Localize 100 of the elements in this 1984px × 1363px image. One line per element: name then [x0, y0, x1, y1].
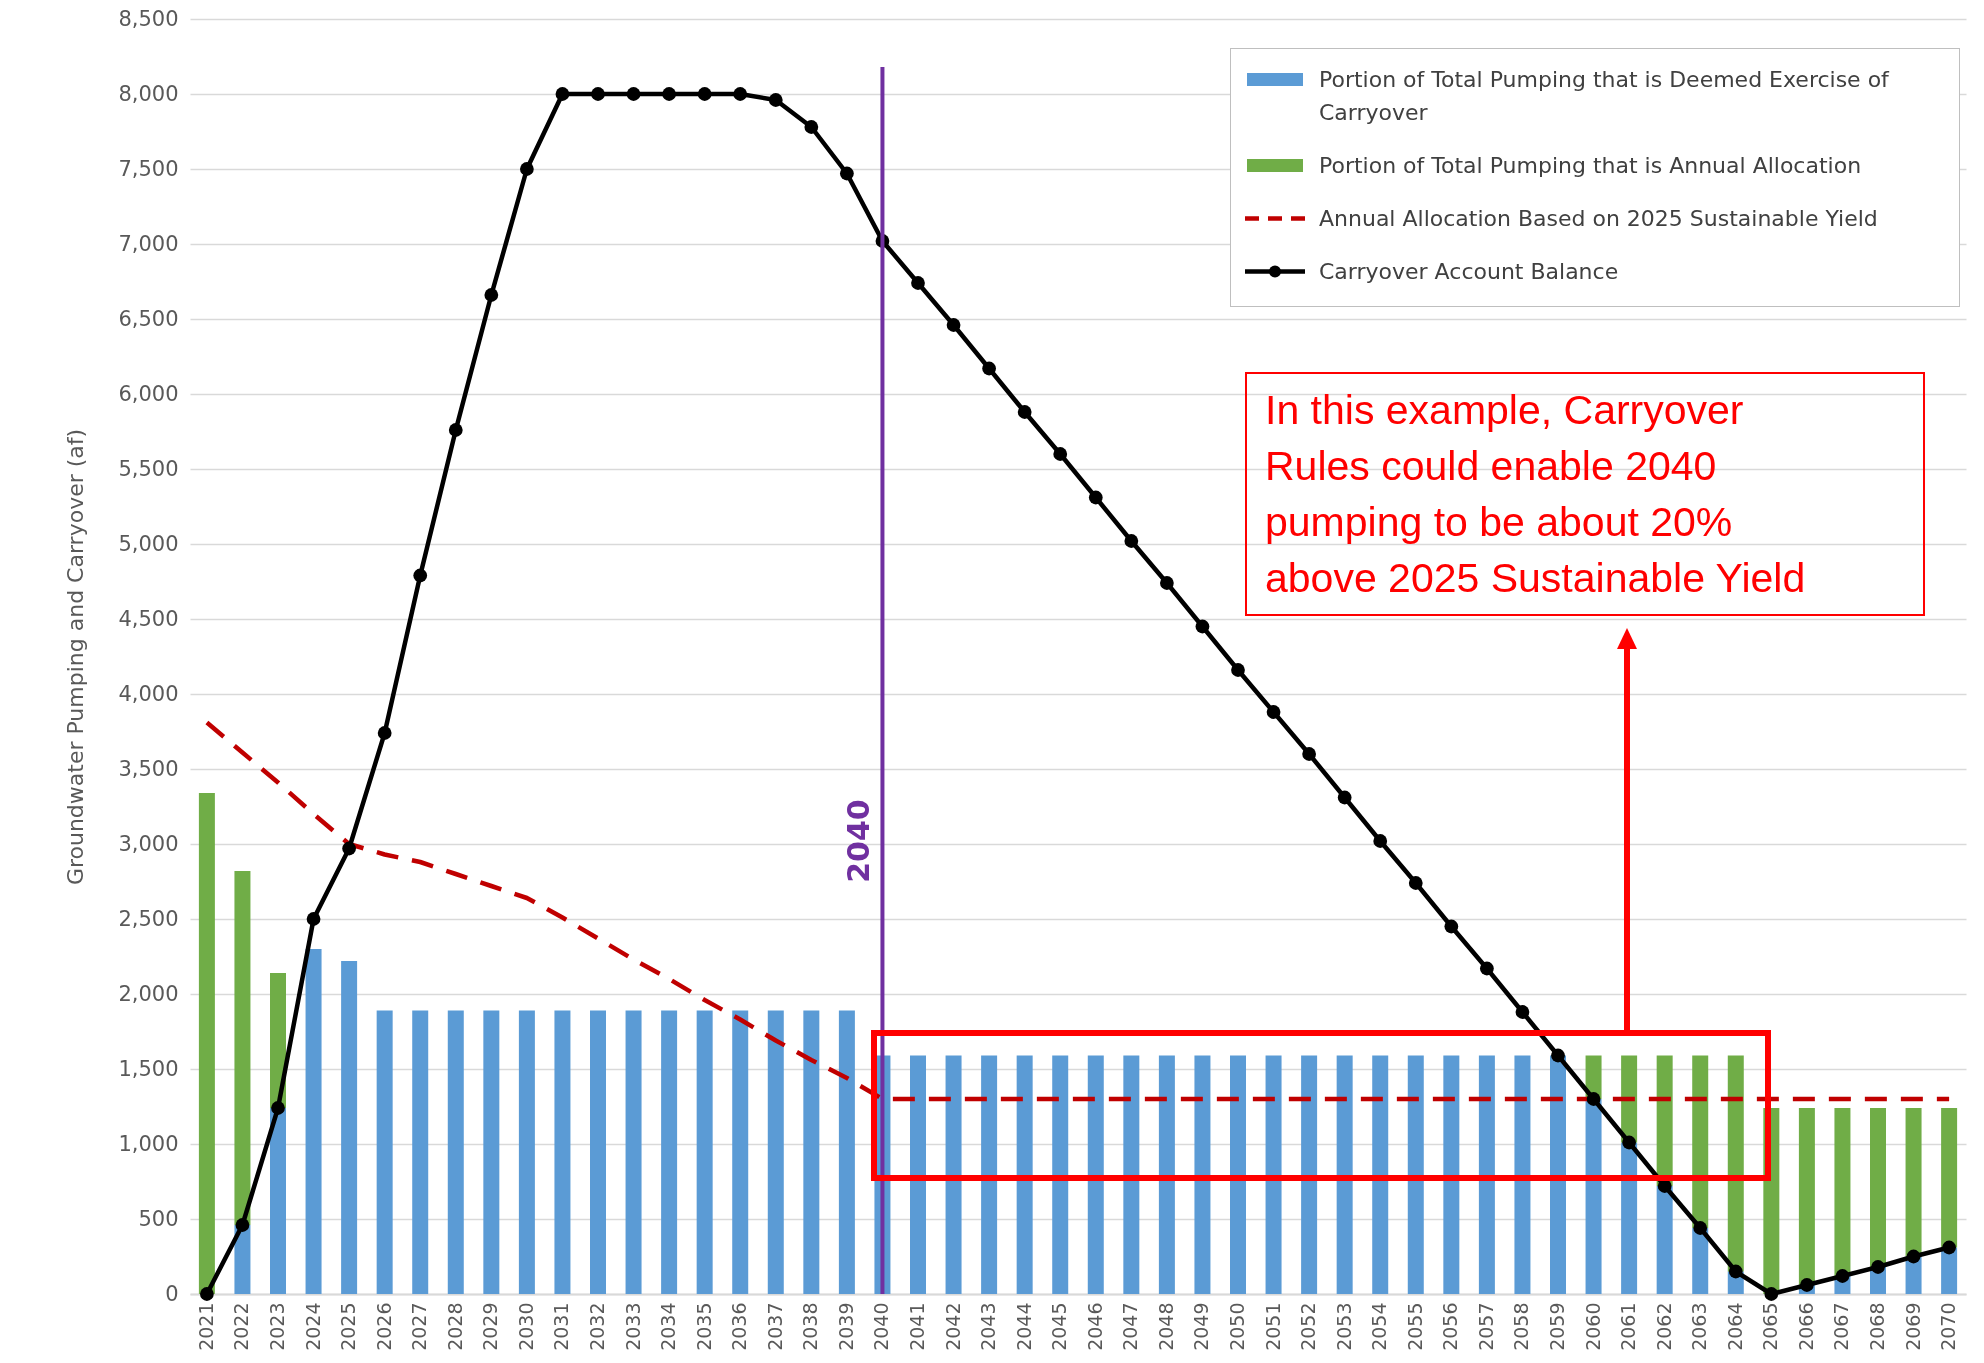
bar — [305, 949, 322, 1294]
y-tick-label: 1,000 — [118, 1131, 179, 1156]
x-tick-label: 2056 — [1439, 1302, 1462, 1351]
point — [1231, 663, 1245, 677]
x-tick-label: 2070 — [1937, 1302, 1960, 1351]
bar — [1407, 1055, 1424, 1294]
x-tick-label: 2052 — [1297, 1302, 1320, 1351]
bar — [1585, 1099, 1602, 1294]
bar — [376, 1010, 393, 1294]
point — [235, 1218, 250, 1232]
bar — [1656, 1186, 1673, 1294]
bar — [981, 1055, 998, 1294]
x-tick-label: 2037 — [763, 1302, 786, 1351]
legend-label: Annual Allocation Based on 2025 Sustainable Yield — [1319, 205, 1878, 233]
point — [733, 87, 748, 101]
point — [1906, 1249, 1921, 1264]
bar — [270, 1108, 286, 1294]
bar — [198, 793, 215, 1294]
x-tick-label: 2061 — [1617, 1302, 1640, 1351]
x-tick-label: 2048 — [1154, 1302, 1177, 1351]
ref-line-label: 2040 — [841, 799, 877, 883]
x-tick-label: 2040 — [870, 1302, 893, 1351]
x-tick-label: 2051 — [1261, 1302, 1284, 1351]
bar — [1692, 1055, 1709, 1228]
y-axis-title: Groundwater Pumping and Carryover (af) — [63, 428, 89, 886]
bar — [1621, 1142, 1638, 1294]
x-tick-label: 2069 — [1901, 1302, 1924, 1351]
y-tick-label: 4,000 — [118, 681, 179, 706]
x-tick-label: 2062 — [1652, 1302, 1675, 1351]
point — [626, 87, 641, 101]
x-tick-label: 2039 — [834, 1302, 857, 1351]
y-tick-label: 6,500 — [118, 306, 179, 331]
point — [1764, 1287, 1779, 1301]
bar — [1158, 1055, 1175, 1294]
bar — [767, 1010, 784, 1294]
bar — [341, 961, 358, 1294]
x-tick-label: 2038 — [799, 1302, 822, 1351]
x-tick-label: 2064 — [1723, 1302, 1746, 1351]
point — [1302, 747, 1316, 761]
bar — [1052, 1055, 1069, 1294]
x-tick-label: 2033 — [621, 1302, 644, 1351]
x-tick-label: 2024 — [301, 1302, 324, 1351]
bar — [1727, 1055, 1744, 1272]
bar — [1265, 1055, 1282, 1294]
x-tick-label: 2068 — [1866, 1302, 1888, 1351]
point — [1622, 1135, 1636, 1150]
bar — [412, 1010, 429, 1294]
y-tick-label: 0 — [165, 1281, 179, 1306]
bar — [1230, 1055, 1246, 1294]
point — [804, 120, 819, 134]
point — [448, 423, 463, 437]
x-tick-label: 2031 — [550, 1302, 573, 1351]
bar — [1301, 1055, 1318, 1294]
point — [840, 166, 854, 181]
point — [1017, 405, 1032, 419]
x-tick-label: 2021 — [194, 1302, 217, 1351]
point — [306, 912, 321, 926]
y-tick-label: 4,500 — [118, 606, 179, 631]
point — [555, 87, 570, 101]
bar — [1336, 1055, 1353, 1294]
point — [1515, 1005, 1530, 1019]
point — [1160, 576, 1174, 590]
bar — [1870, 1108, 1886, 1267]
point — [946, 318, 961, 332]
y-tick-label: 3,000 — [118, 831, 179, 856]
x-tick-label: 2043 — [977, 1302, 1000, 1351]
x-tick-label: 2044 — [1012, 1302, 1035, 1351]
x-tick-label: 2028 — [443, 1302, 466, 1351]
x-tick-label: 2057 — [1474, 1302, 1497, 1351]
bar — [1016, 1055, 1033, 1294]
bar — [1514, 1055, 1531, 1294]
y-tick-label: 2,500 — [118, 906, 179, 931]
bar — [518, 1010, 535, 1294]
point — [1551, 1048, 1565, 1063]
bar — [1834, 1108, 1851, 1276]
point — [697, 87, 712, 101]
y-tick-label: 5,500 — [118, 456, 179, 481]
x-tick-label: 2036 — [728, 1302, 751, 1351]
x-tick-label: 2022 — [230, 1302, 253, 1351]
x-tick-label: 2049 — [1190, 1302, 1213, 1351]
point — [377, 726, 392, 740]
bar — [1905, 1108, 1922, 1257]
x-tick-label: 2055 — [1403, 1302, 1426, 1351]
point — [1800, 1278, 1814, 1292]
point — [1693, 1221, 1708, 1235]
point — [271, 1101, 285, 1115]
x-tick-label: 2032 — [586, 1302, 608, 1351]
bar — [483, 1010, 500, 1294]
bar — [1692, 1228, 1709, 1294]
point — [1053, 447, 1068, 461]
x-tick-label: 2067 — [1830, 1302, 1853, 1351]
point — [591, 87, 605, 101]
point — [1835, 1269, 1850, 1283]
bar — [1798, 1108, 1815, 1285]
point — [1266, 705, 1281, 719]
point — [342, 841, 356, 856]
legend-label: Carryover Account Balance — [1319, 258, 1619, 286]
x-tick-label: 2060 — [1581, 1302, 1604, 1351]
x-tick-label: 2042 — [941, 1302, 964, 1351]
x-tick-label: 2030 — [514, 1302, 537, 1351]
